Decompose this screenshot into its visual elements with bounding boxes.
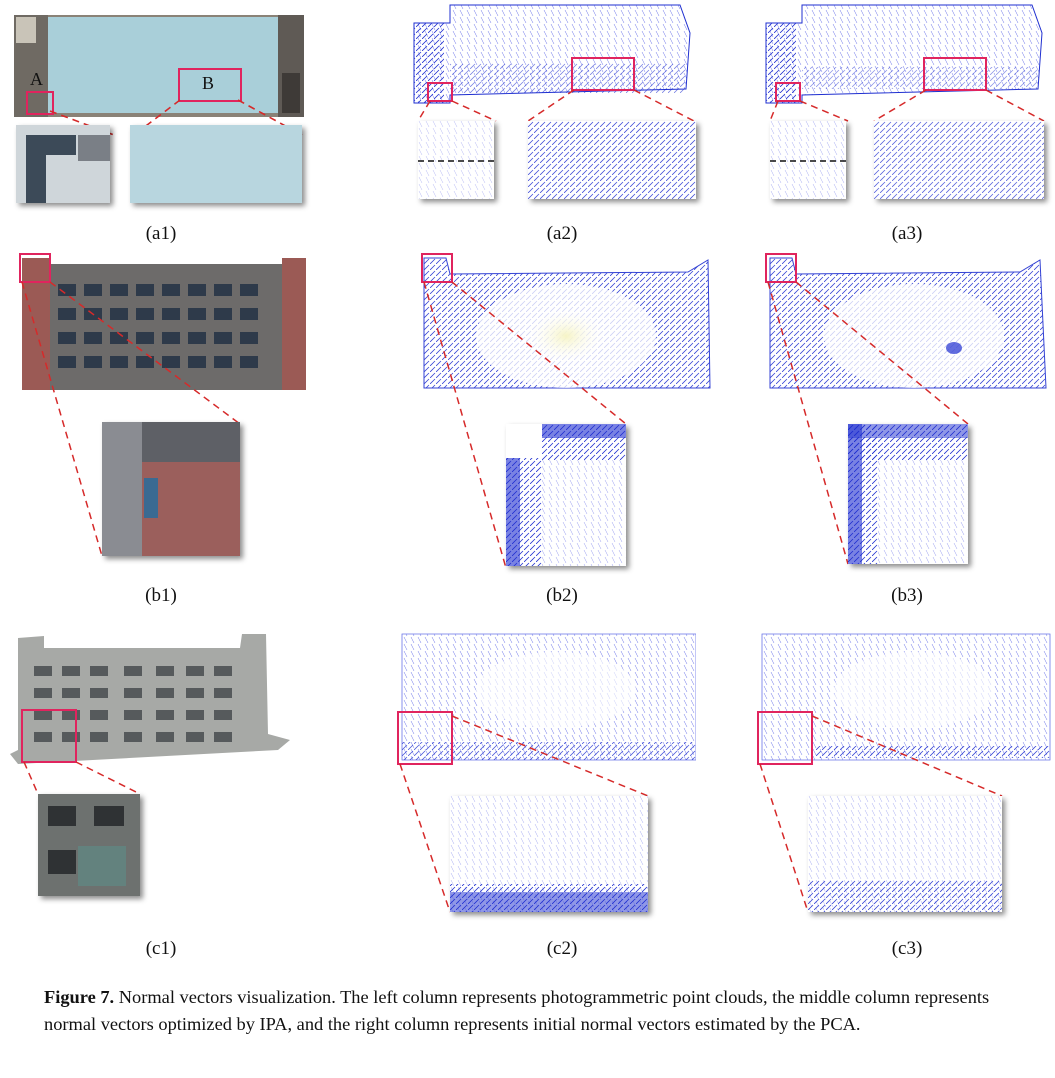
label-c1: (c1) (145, 938, 177, 959)
a1-zoom-b (130, 125, 302, 203)
a1-zoom-a (16, 125, 110, 203)
a3-zoom-a (770, 121, 846, 199)
b3-figure (765, 253, 1047, 565)
region-b-label: B (202, 73, 215, 93)
b3-zoom (848, 424, 968, 564)
panel-c3 (756, 630, 1054, 915)
c3-figure (757, 633, 1051, 913)
panel-b3 (764, 252, 1054, 570)
panel-b1 (18, 250, 308, 560)
caption-lead: Figure 7. (44, 987, 115, 1007)
c3-zoom (808, 796, 1002, 912)
c1-figure (10, 634, 290, 795)
panel-a3 (762, 3, 1052, 208)
a3-zoom-b (874, 121, 1044, 199)
panel-c1 (8, 630, 298, 902)
label-c3: (c3) (891, 938, 923, 959)
c2-figure (397, 633, 696, 913)
panel-c2 (396, 630, 696, 915)
panel-a1: A B (14, 13, 304, 213)
label-b1: (b1) (145, 585, 177, 606)
panel-a2 (410, 3, 700, 208)
label-b2: (b2) (546, 585, 578, 606)
a1-figure (14, 15, 304, 117)
label-a2: (a2) (546, 223, 578, 244)
panel-b2 (418, 252, 718, 570)
label-a3: (a3) (891, 223, 923, 244)
b1-figure (19, 253, 306, 557)
b2-figure (421, 253, 711, 569)
c1-zoom (38, 794, 140, 896)
a2-zoom-a (418, 121, 494, 199)
a2-figure (413, 4, 695, 122)
a2-zoom-b (528, 121, 696, 199)
label-a1: (a1) (145, 223, 177, 244)
figure-caption: Figure 7. Normal vectors visualization. … (44, 984, 1024, 1038)
b2-zoom (506, 424, 626, 566)
caption-text: Normal vectors visualization. The left c… (44, 987, 990, 1034)
label-c2: (c2) (546, 938, 578, 959)
region-a-label: A (30, 69, 43, 89)
a3-figure (765, 4, 1045, 122)
label-b3: (b3) (891, 585, 923, 606)
region-a-box (26, 91, 54, 115)
b1-zoom (102, 422, 240, 556)
region-b-box (178, 68, 242, 102)
c2-zoom (450, 796, 648, 912)
